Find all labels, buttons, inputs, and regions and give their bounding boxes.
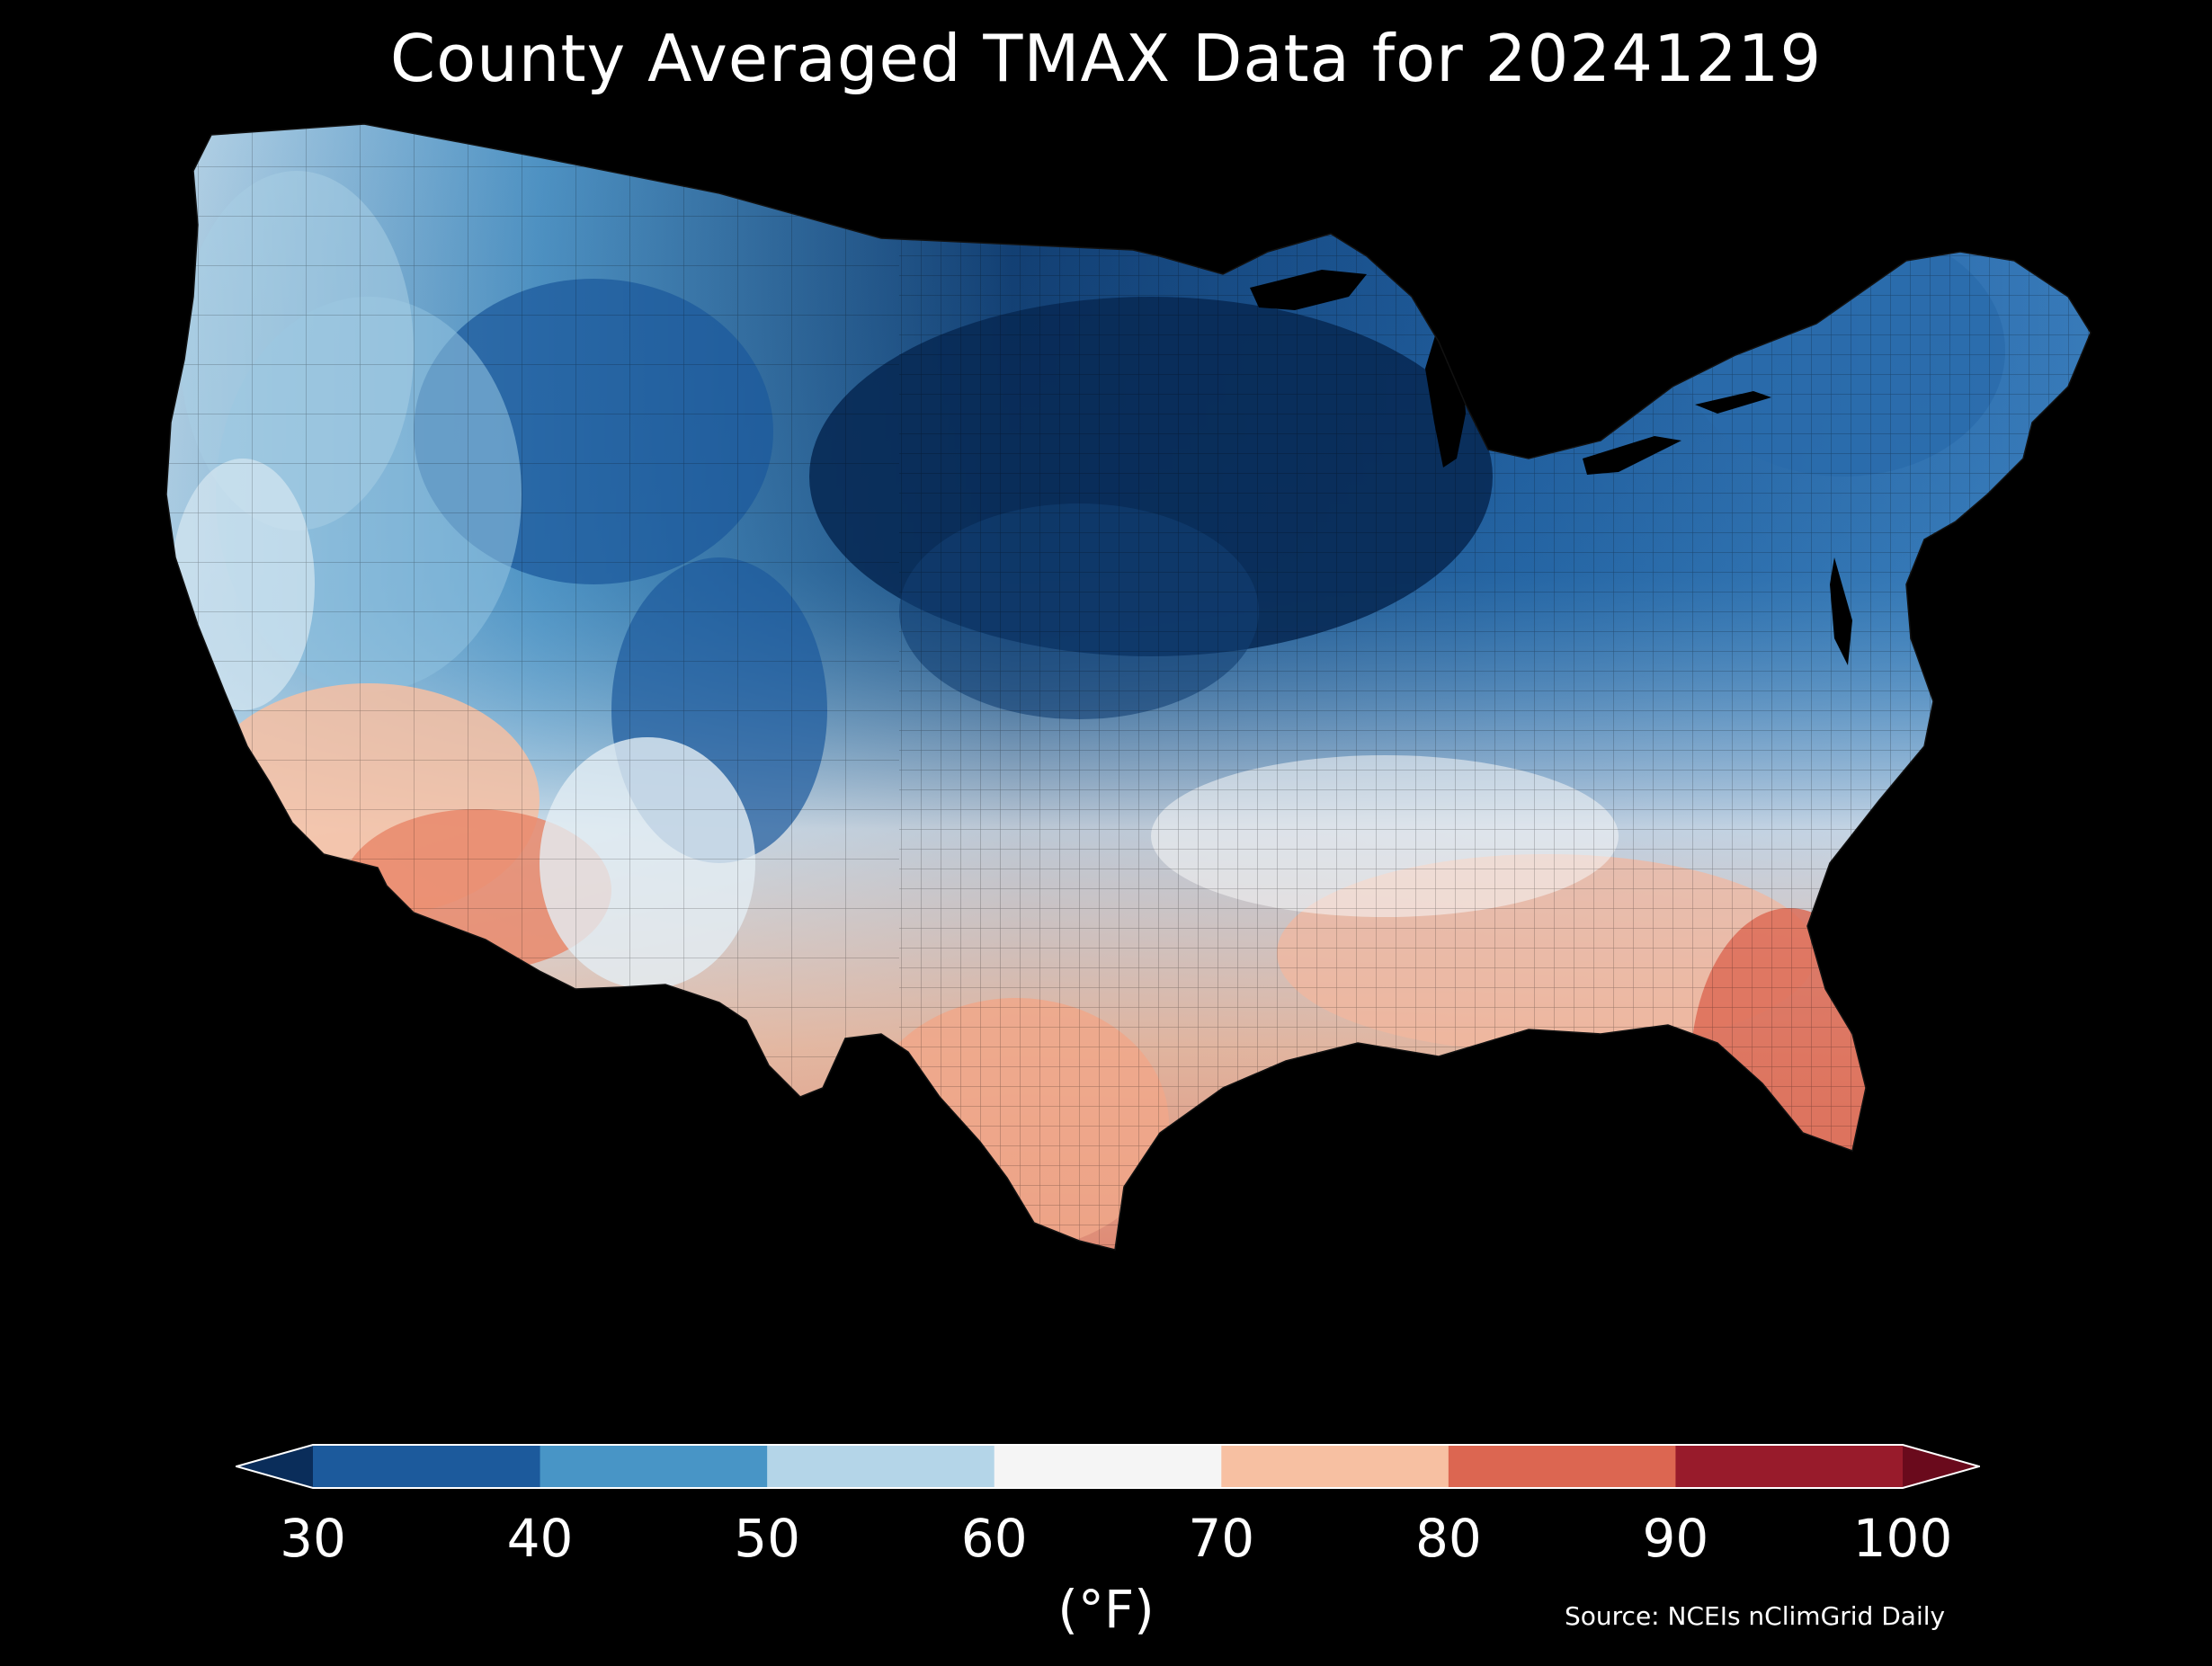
lake-huron <box>1506 342 1578 423</box>
colorbar-tick-60: 60 <box>960 1508 1028 1569</box>
county-temperature-map <box>90 117 2140 1412</box>
colorbar-unit-label: (°F) <box>1057 1579 1155 1640</box>
colorbar-bin-90-100 <box>1675 1444 1904 1489</box>
colorbar-tick-30: 30 <box>280 1508 346 1569</box>
colorbar-tick-90: 90 <box>1642 1508 1709 1569</box>
colorbar-tick-50: 50 <box>734 1508 801 1569</box>
colorbar-tick-40: 40 <box>506 1508 574 1569</box>
colorbar-bin-30-40 <box>313 1444 541 1489</box>
colorbar-bin-40-50 <box>540 1444 768 1489</box>
colorbar-bin-80-90 <box>1448 1444 1676 1489</box>
chesapeake-bay <box>1830 557 1852 665</box>
colorbar-tick-70: 70 <box>1188 1508 1255 1569</box>
county-boundaries-east <box>899 124 2091 1250</box>
colorbar-outline <box>233 1444 1983 1489</box>
colorbar-under-arrow <box>236 1444 313 1489</box>
lake-ontario <box>1695 391 1771 414</box>
source-credit: Source: NCEIs nClimGrid Daily <box>1565 1601 1946 1631</box>
county-boundaries-west <box>166 124 899 1250</box>
map-title: County Averaged TMAX Data for 20241219 <box>389 21 1823 96</box>
colorbar-tick-100: 100 <box>1852 1508 1953 1569</box>
colorbar-tick-80: 80 <box>1414 1508 1482 1569</box>
lake-erie <box>1583 436 1681 475</box>
lake-michigan <box>1425 324 1466 468</box>
us-outline <box>165 123 2092 1251</box>
colorbar-bin-60-70 <box>994 1444 1222 1489</box>
colorbar-bin-50-60 <box>767 1444 995 1489</box>
colorbar-bin-70-80 <box>1221 1444 1449 1489</box>
colorbar-over-arrow <box>1903 1444 1980 1489</box>
lake-superior <box>1250 270 1367 310</box>
colorbar <box>233 1444 1983 1489</box>
